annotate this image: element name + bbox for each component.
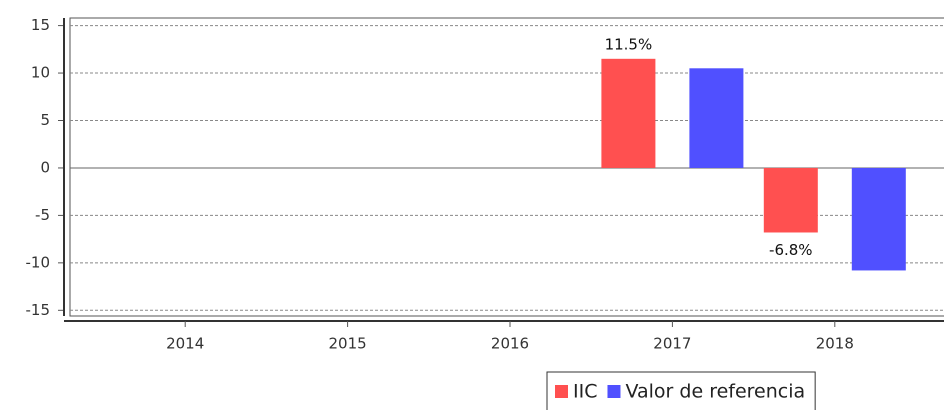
y-tick-label: 0 bbox=[40, 158, 50, 176]
y-tick-label: -15 bbox=[26, 301, 51, 319]
bar bbox=[763, 167, 818, 233]
data-label: -6.8% bbox=[769, 241, 813, 259]
legend-label: Valor de referencia bbox=[625, 381, 805, 403]
y-tick-label: 10 bbox=[31, 64, 50, 82]
y-tick-label: 5 bbox=[40, 111, 50, 129]
bar bbox=[689, 68, 744, 168]
y-tick-label: -5 bbox=[35, 206, 50, 224]
bar bbox=[851, 167, 906, 271]
plot-area bbox=[69, 17, 944, 317]
bar bbox=[601, 58, 656, 168]
legend-label: IIC bbox=[573, 381, 597, 403]
x-tick-label: 2015 bbox=[329, 335, 367, 353]
legend-swatch bbox=[607, 385, 621, 398]
y-tick-label: -10 bbox=[26, 253, 51, 271]
x-tick-label: 2018 bbox=[816, 335, 854, 353]
legend-box bbox=[546, 371, 816, 410]
x-tick-label: 2016 bbox=[491, 335, 529, 353]
x-tick-label: 2014 bbox=[166, 335, 204, 353]
x-tick-label: 2017 bbox=[653, 335, 691, 353]
y-tick-label: 15 bbox=[31, 16, 50, 34]
legend-swatch bbox=[555, 385, 568, 398]
data-label: 11.5% bbox=[605, 35, 653, 53]
legend: IIC Valor de referencia bbox=[546, 371, 816, 410]
